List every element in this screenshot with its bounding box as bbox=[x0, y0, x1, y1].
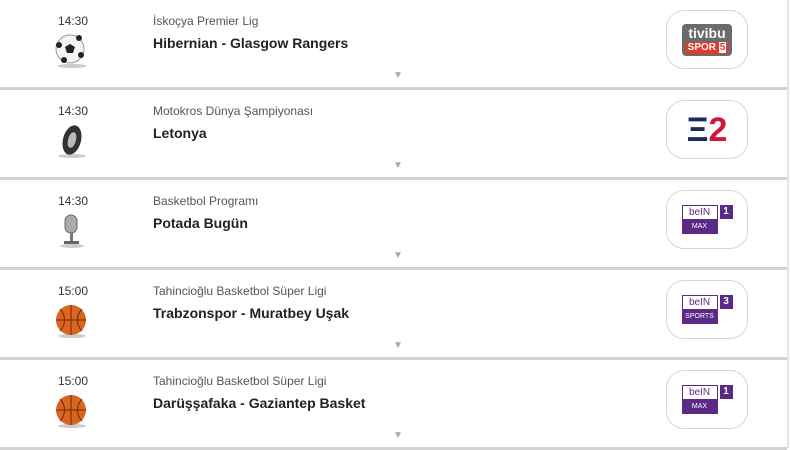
event-category: Tahincioğlu Basketbol Süper Ligi bbox=[153, 374, 327, 388]
soccer-ball-icon bbox=[54, 33, 90, 69]
basketball-icon bbox=[54, 393, 90, 429]
channel-logo: beIN MAX 1 bbox=[666, 370, 748, 429]
bein-logo: beIN SPORTS 3 bbox=[681, 295, 733, 324]
expand-arrow-icon[interactable]: ▼ bbox=[393, 70, 403, 81]
event-category: Basketbol Programı bbox=[153, 194, 259, 208]
event-row[interactable]: 14:30 Motokros Dünya Şampiyonası Letonya… bbox=[0, 90, 787, 180]
event-category: İskoçya Premier Lig bbox=[153, 14, 259, 28]
channel-logo: beIN SPORTS 3 bbox=[666, 280, 748, 339]
expand-arrow-icon[interactable]: ▼ bbox=[393, 430, 403, 441]
tire-icon bbox=[54, 123, 90, 159]
basketball-icon bbox=[54, 303, 90, 339]
event-category: Tahincioğlu Basketbol Süper Ligi bbox=[153, 284, 327, 298]
event-time: 14:30 bbox=[58, 14, 89, 28]
event-time: 15:00 bbox=[58, 374, 89, 388]
expand-arrow-icon[interactable]: ▼ bbox=[393, 160, 403, 171]
event-title: Darüşşafaka - Gaziantep Basket bbox=[153, 395, 366, 411]
microphone-icon bbox=[54, 213, 90, 249]
event-category: Motokros Dünya Şampiyonası bbox=[153, 104, 314, 118]
bein-logo: beIN MAX 1 bbox=[681, 205, 733, 234]
bein-logo: beIN MAX 1 bbox=[681, 385, 733, 414]
event-time: 15:00 bbox=[58, 284, 89, 298]
event-title: Trabzonspor - Muratbey Uşak bbox=[153, 305, 350, 321]
channel-logo: beIN MAX 1 bbox=[666, 190, 748, 249]
event-row[interactable]: 15:00 Tahincioğlu Basketbol Süper Ligi D… bbox=[0, 360, 787, 450]
event-title: Hibernian - Glasgow Rangers bbox=[153, 35, 349, 51]
event-title: Potada Bugün bbox=[153, 215, 248, 231]
expand-arrow-icon[interactable]: ▼ bbox=[393, 340, 403, 351]
event-row[interactable]: 14:30 Basketbol Programı Potada Bugün ▼ … bbox=[0, 180, 787, 270]
event-row[interactable]: 14:30 İskoçya Premier Lig Hibernian - Gl… bbox=[0, 0, 787, 90]
channel-logo: tivibu SPOR 5 bbox=[666, 10, 748, 69]
expand-arrow-icon[interactable]: ▼ bbox=[393, 250, 403, 261]
event-row[interactable]: 15:00 Tahincioğlu Basketbol Süper Ligi T… bbox=[0, 270, 787, 360]
tivibu-spor-logo: tivibu SPOR 5 bbox=[681, 23, 733, 56]
event-title: Letonya bbox=[153, 125, 207, 141]
event-time: 14:30 bbox=[58, 194, 89, 208]
event-time: 14:30 bbox=[58, 104, 89, 118]
